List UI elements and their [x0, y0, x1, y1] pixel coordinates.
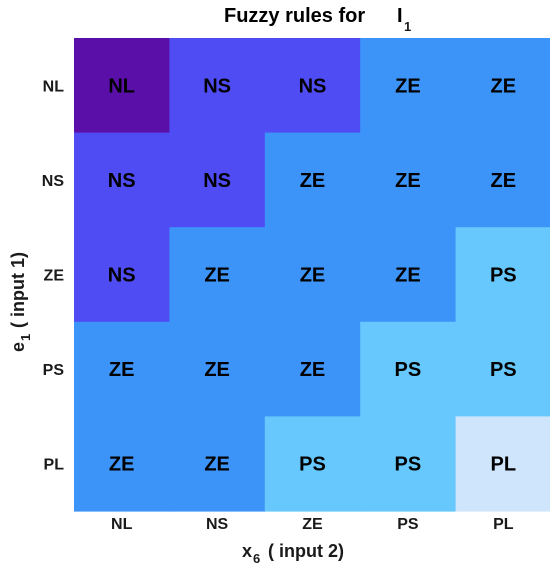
y-axis-label-subscript: 1 [18, 334, 33, 341]
heatmap-cell-label: ZE [300, 170, 326, 192]
heatmap-cell [169, 38, 266, 134]
y-tick-label: ZE [44, 268, 65, 285]
x-tick-label: NS [206, 516, 229, 533]
y-tick-label: NL [43, 78, 65, 95]
heatmap-cell [264, 416, 361, 512]
heatmap-cell [360, 416, 457, 512]
heatmap-cell [455, 38, 550, 134]
y-tick-label: NS [42, 173, 65, 190]
x-axis-label-prefix: x [242, 541, 252, 561]
heatmap-cell [455, 321, 550, 417]
heatmap-cell [264, 321, 361, 417]
x-axis-ticks: NL NS ZE PS PL [111, 516, 514, 533]
x-tick-label: ZE [302, 516, 323, 533]
heatmap-cell-label: PS [490, 359, 517, 381]
heatmap-cell [74, 416, 170, 512]
heatmap-cell [264, 132, 361, 228]
heatmap-cell [74, 321, 170, 417]
heatmap-cell-label: PL [491, 454, 517, 476]
heatmap-cell-label: ZE [109, 359, 135, 381]
heatmap-cell [169, 416, 266, 512]
chart-title-symbol: I [397, 5, 403, 27]
heatmap-cell [360, 38, 457, 134]
heatmap-cell [360, 227, 457, 323]
heatmap-cell [360, 132, 457, 228]
heatmap-cell-labels: NL NS NS ZE ZE NS NS ZE ZE ZE NS ZE ZE ZE PS ZE ZE ZE PS PS… [108, 75, 517, 475]
heatmap-cell-label: NS [108, 170, 136, 192]
heatmap-cell [74, 38, 170, 134]
x-axis-label: x 6 ( input 2) [242, 541, 344, 566]
x-tick-label: NL [111, 516, 133, 533]
heatmap-cell [264, 227, 361, 323]
heatmap-cell [169, 132, 266, 228]
heatmap-cell-label: PS [395, 454, 422, 476]
heatmap-cell-label: ZE [395, 265, 421, 287]
heatmap-cell-label: ZE [300, 359, 326, 381]
x-tick-label: PS [397, 516, 419, 533]
chart-title-subscript: 1 [404, 19, 411, 34]
heatmap-cell-label: ZE [300, 265, 326, 287]
heatmap-cell [169, 321, 266, 417]
heatmap-cell-label: ZE [109, 454, 135, 476]
y-axis-label-prefix: e [8, 342, 28, 352]
heatmap-cell [455, 132, 550, 228]
chart-title: Fuzzy rules for [224, 5, 365, 27]
heatmap-cell-label: PS [299, 454, 326, 476]
x-axis-label-subscript: 6 [253, 551, 260, 566]
heatmap-cell [74, 132, 170, 228]
heatmap-cell-label: NL [108, 75, 135, 97]
heatmap-cells [74, 38, 550, 512]
y-tick-label: PL [44, 457, 65, 474]
heatmap-cell-label: NS [203, 75, 231, 97]
y-axis-label-text: ( input 1) [8, 252, 28, 328]
heatmap-cell-label: ZE [395, 170, 421, 192]
heatmap-cell-label: PS [490, 265, 517, 287]
heatmap-cell-label: ZE [204, 454, 230, 476]
x-axis-label-text: ( input 2) [268, 541, 344, 561]
y-tick-label: PS [43, 362, 65, 379]
heatmap-cell-label: PS [395, 359, 422, 381]
heatmap-cell-label: ZE [204, 265, 230, 287]
heatmap-cell [169, 227, 266, 323]
heatmap-cell-label: ZE [491, 170, 517, 192]
heatmap-cell-label: ZE [395, 75, 421, 97]
heatmap-cell-label: NS [299, 75, 327, 97]
heatmap-cell-label: NS [108, 265, 136, 287]
heatmap-cell-label: NS [203, 170, 231, 192]
heatmap-cell-label: ZE [204, 359, 230, 381]
heatmap-cell-label: ZE [491, 75, 517, 97]
heatmap-cell [455, 416, 550, 512]
y-axis-label: e 1 ( input 1) [8, 252, 33, 352]
x-tick-label: PL [493, 516, 514, 533]
heatmap-cell [360, 321, 457, 417]
heatmap-cell [455, 227, 550, 323]
heatmap-cell [74, 227, 170, 323]
heatmap-cell [264, 38, 361, 134]
y-axis-ticks: NL NS ZE PS PL [42, 78, 65, 473]
